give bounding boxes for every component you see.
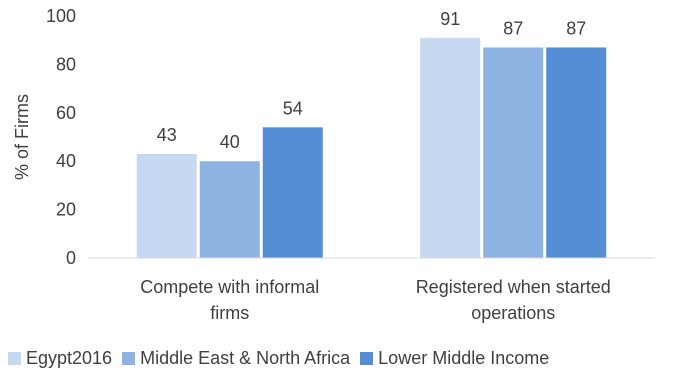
bar [483,47,544,259]
y-tick-label: 0 [66,248,76,268]
data-label: 87 [503,18,523,38]
bar [420,37,481,258]
legend-label: Egypt2016 [26,348,113,368]
bar [546,47,607,259]
y-tick-label: 60 [56,103,76,123]
y-axis-title: % of Firms [12,94,32,180]
y-tick-label: 100 [46,6,76,26]
bar [262,127,323,258]
x-category-label: operations [471,303,555,323]
legend-label: Lower Middle Income [378,348,550,368]
legend-swatch [122,352,136,365]
x-category-label: firms [210,303,249,323]
legend-swatch [360,352,374,365]
y-tick-label: 40 [56,151,76,171]
legend-swatch [8,352,21,365]
y-tick-label: 80 [56,54,76,74]
category-labels: Compete with informal firms Registered whe… [140,277,611,323]
bar [136,153,197,258]
legend-item: Egypt2016 [8,348,112,369]
legend-item: Middle East & North Africa [122,348,350,369]
data-label: 40 [220,132,240,152]
data-label: 54 [283,98,303,118]
bar [199,161,260,258]
legend: Egypt2016 Middle East & North Africa Lower… [8,348,559,369]
x-category-label: Registered when started [416,277,611,297]
y-axis-ticks: 0 20 40 60 80 100 [46,6,76,268]
data-label: 91 [440,9,460,29]
legend-item: Lower Middle Income [360,348,549,369]
bars [136,37,607,259]
data-label: 87 [566,18,586,38]
x-category-label: Compete with informal [140,277,319,297]
data-labels: 43 40 54 91 87 87 [157,9,587,152]
data-label: 43 [157,125,177,145]
y-tick-label: 20 [56,200,76,220]
legend-label: Middle East & North Africa [140,348,351,368]
